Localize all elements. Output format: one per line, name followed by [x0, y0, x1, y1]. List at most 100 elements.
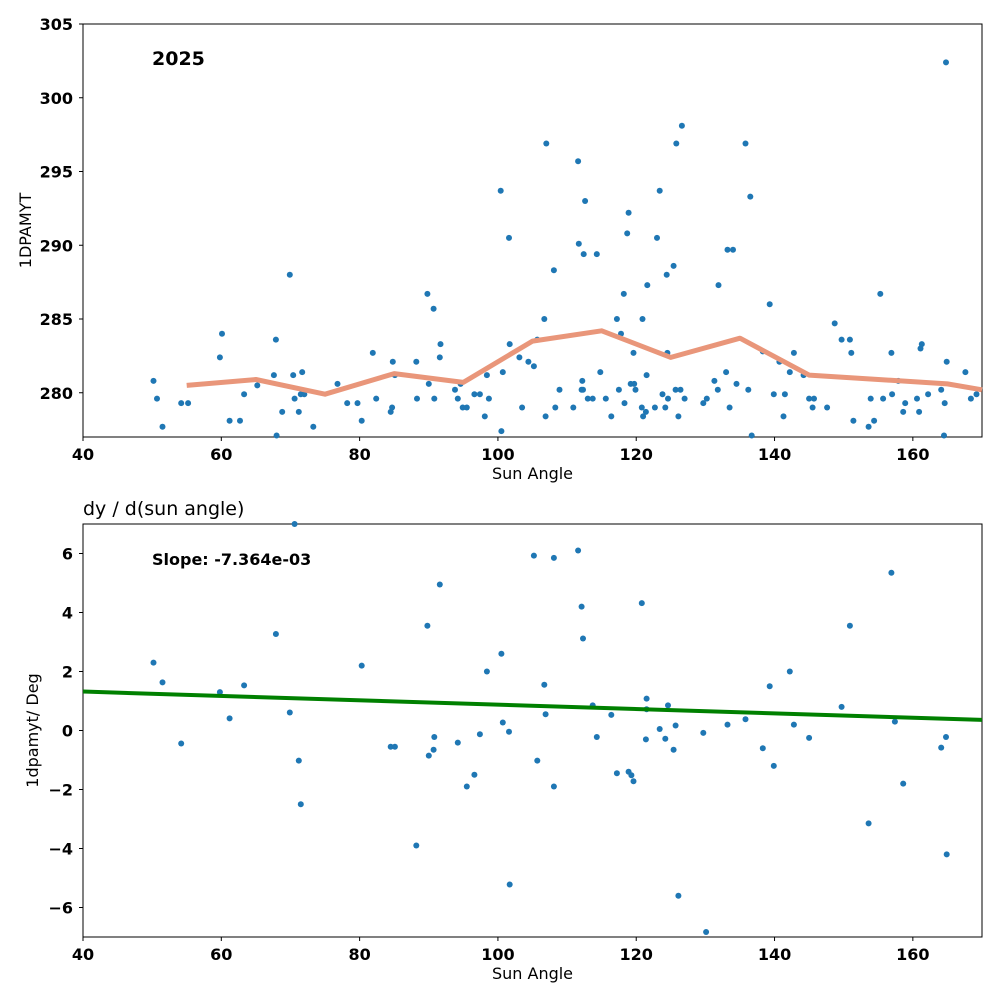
top-data-point	[290, 372, 297, 379]
top-data-point	[254, 382, 261, 389]
bottom-data-point	[575, 547, 582, 554]
top-data-point	[241, 391, 248, 398]
bottom-data-point	[806, 734, 813, 741]
bottom-data-point	[580, 635, 586, 642]
top-data-point	[584, 395, 591, 402]
bottom-data-point	[638, 600, 645, 607]
top-data-point	[663, 271, 670, 278]
bottom-data-point	[506, 881, 513, 888]
top-data-point	[291, 395, 298, 402]
bottom-data-point	[628, 772, 635, 779]
top-data-point	[681, 395, 688, 402]
top-x-tick-label: 60	[210, 445, 232, 464]
bottom-y-tick-label: 4	[62, 604, 73, 623]
top-data-point	[334, 380, 341, 387]
top-data-point	[452, 386, 458, 393]
bottom-data-point	[498, 650, 505, 657]
top-data-point	[900, 408, 907, 415]
bottom-panel-derivative: dy / d(sun angle) Slope: -7.364e-03 Sun …	[23, 498, 983, 983]
top-y-ticks: 280 285 290 295 300 305	[40, 15, 83, 403]
top-data-point	[476, 391, 483, 398]
bottom-data-point	[846, 622, 853, 629]
bottom-data-point	[295, 757, 302, 764]
top-data-point	[301, 391, 308, 398]
top-data-point	[519, 404, 526, 411]
top-data-point	[780, 413, 787, 420]
bottom-data-point	[358, 662, 365, 669]
top-data-point	[967, 395, 974, 402]
bottom-y-tick-label: −2	[48, 781, 73, 800]
top-data-point	[726, 404, 733, 411]
year-annotation: 2025	[152, 48, 205, 70]
top-data-point	[498, 428, 505, 435]
top-plot-frame	[82, 23, 983, 438]
bottom-data-point	[742, 716, 749, 723]
bottom-data-point	[272, 631, 279, 637]
top-data-point	[556, 386, 563, 393]
bottom-data-point	[454, 739, 461, 746]
top-data-point	[640, 413, 647, 420]
top-data-point	[733, 380, 740, 387]
top-data-point	[620, 290, 627, 297]
top-data-point	[678, 122, 685, 129]
trend-line	[186, 328, 983, 397]
top-data-point	[831, 320, 838, 327]
top-data-point	[943, 358, 950, 365]
bottom-data-point	[506, 728, 512, 735]
top-data-point	[437, 341, 444, 348]
bottom-data-point	[770, 762, 777, 769]
top-data-point	[580, 251, 587, 258]
top-data-point	[871, 417, 878, 424]
bottom-x-tick-label: 120	[620, 945, 653, 964]
bottom-x-tick-label: 160	[896, 945, 929, 964]
bottom-y-tick-label: 2	[62, 663, 73, 682]
bottom-data-point	[675, 892, 682, 899]
bottom-data-point	[766, 683, 773, 690]
top-data-point	[414, 395, 420, 402]
bottom-data-point	[786, 668, 793, 675]
top-data-point	[786, 369, 793, 376]
top-data-point	[925, 391, 932, 398]
top-data-point	[838, 336, 845, 343]
bottom-data-point	[530, 552, 537, 559]
top-data-point	[270, 372, 277, 379]
top-data-point	[747, 193, 754, 200]
top-data-point	[154, 395, 160, 402]
top-data-point	[672, 386, 679, 393]
bottom-data-point	[724, 721, 731, 728]
top-data-point	[790, 349, 797, 356]
top-data-point	[943, 59, 949, 66]
top-data-point	[723, 369, 730, 376]
bottom-data-point	[463, 783, 470, 790]
top-data-point	[543, 140, 550, 147]
top-data-point	[286, 271, 293, 278]
top-data-point	[941, 432, 947, 439]
top-data-point	[185, 400, 192, 407]
top-data-point	[880, 395, 887, 402]
top-data-point	[867, 395, 874, 402]
top-data-point	[425, 380, 432, 387]
bottom-data-point	[891, 718, 898, 725]
top-data-point	[703, 395, 710, 402]
top-x-tick-label: 120	[620, 445, 653, 464]
bottom-data-point	[425, 752, 432, 759]
top-data-point	[430, 305, 437, 312]
top-data-point	[483, 372, 490, 379]
top-data-point	[848, 349, 855, 356]
top-data-point	[389, 358, 396, 365]
top-data-point	[865, 423, 872, 430]
top-data-point	[877, 290, 884, 297]
bottom-x-axis-label: Sun Angle	[492, 964, 573, 983]
top-data-point	[530, 363, 537, 370]
bottom-data-point	[630, 778, 637, 785]
top-data-point	[730, 246, 736, 253]
top-data-point	[748, 432, 755, 439]
bottom-y-tick-label: 0	[62, 722, 73, 741]
bottom-data-point	[700, 729, 707, 736]
top-y-tick-label: 300	[40, 89, 73, 108]
top-data-point	[615, 386, 622, 393]
top-data-point	[226, 417, 233, 424]
top-data-point	[582, 198, 589, 204]
bottom-data-point	[216, 689, 223, 696]
